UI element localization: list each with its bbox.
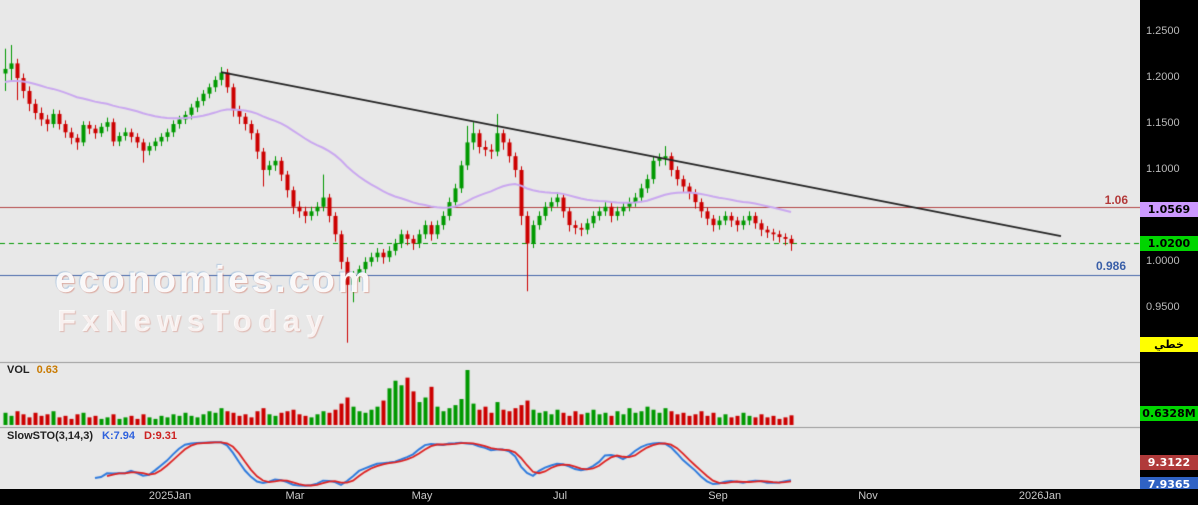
time-axis-label: May	[411, 490, 433, 502]
volume-pane-label: VOL 0.63	[7, 364, 58, 376]
time-axis-label: Sep	[708, 490, 728, 502]
price-axis-label: 0.9500	[1146, 301, 1180, 313]
stoch-label-text: SlowSTO(3,14,3)	[7, 430, 93, 442]
stoch-k-value: K:7.94	[102, 430, 136, 442]
stoch-d-value: D:9.31	[144, 430, 178, 442]
vol-current-value: 0.63	[36, 364, 59, 376]
time-axis-label: Mar	[285, 490, 305, 502]
watermark-brand: economies.com	[55, 259, 374, 300]
price-axis-label: 1.1500	[1146, 117, 1180, 129]
volume-value-badge: 0.6328M	[1140, 406, 1198, 421]
price-axis-label: 1.2000	[1146, 71, 1180, 83]
price-axis-label: 1.2500	[1146, 25, 1180, 37]
chart-canvas[interactable]	[0, 0, 1140, 489]
time-axis-label: Jul	[552, 490, 568, 502]
price-axis-panel[interactable]: 1.2500 1.2000 1.1500 1.1000 1.0000 0.950…	[1140, 0, 1198, 492]
price-axis-label: 1.1000	[1146, 163, 1180, 175]
time-axis-label: 2025Jan	[148, 490, 192, 502]
stoch-k-badge: 7.9365	[1140, 477, 1198, 492]
watermark-subbrand: FxNewsToday	[57, 303, 330, 338]
time-axis[interactable]: 2025Jan Mar May Jul Sep Nov 2026Jan	[0, 489, 1198, 505]
stoch-d-badge: 9.3122	[1140, 455, 1198, 470]
vol-label-text: VOL	[7, 364, 30, 376]
support-line-label: 0.986	[1095, 259, 1126, 273]
last-price-badge: 1.0200	[1140, 236, 1198, 251]
scale-type-button[interactable]: خطي	[1140, 337, 1198, 352]
time-axis-label: Nov	[858, 490, 878, 502]
stochastic-pane-label: SlowSTO(3,14,3) K:7.94 D:9.31	[7, 430, 177, 442]
ma-value-badge: 1.0569	[1140, 202, 1198, 217]
resistance-line-label: 1.06	[1104, 193, 1128, 207]
time-axis-label: 2026Jan	[1018, 490, 1062, 502]
price-axis-label: 1.0000	[1146, 255, 1180, 267]
